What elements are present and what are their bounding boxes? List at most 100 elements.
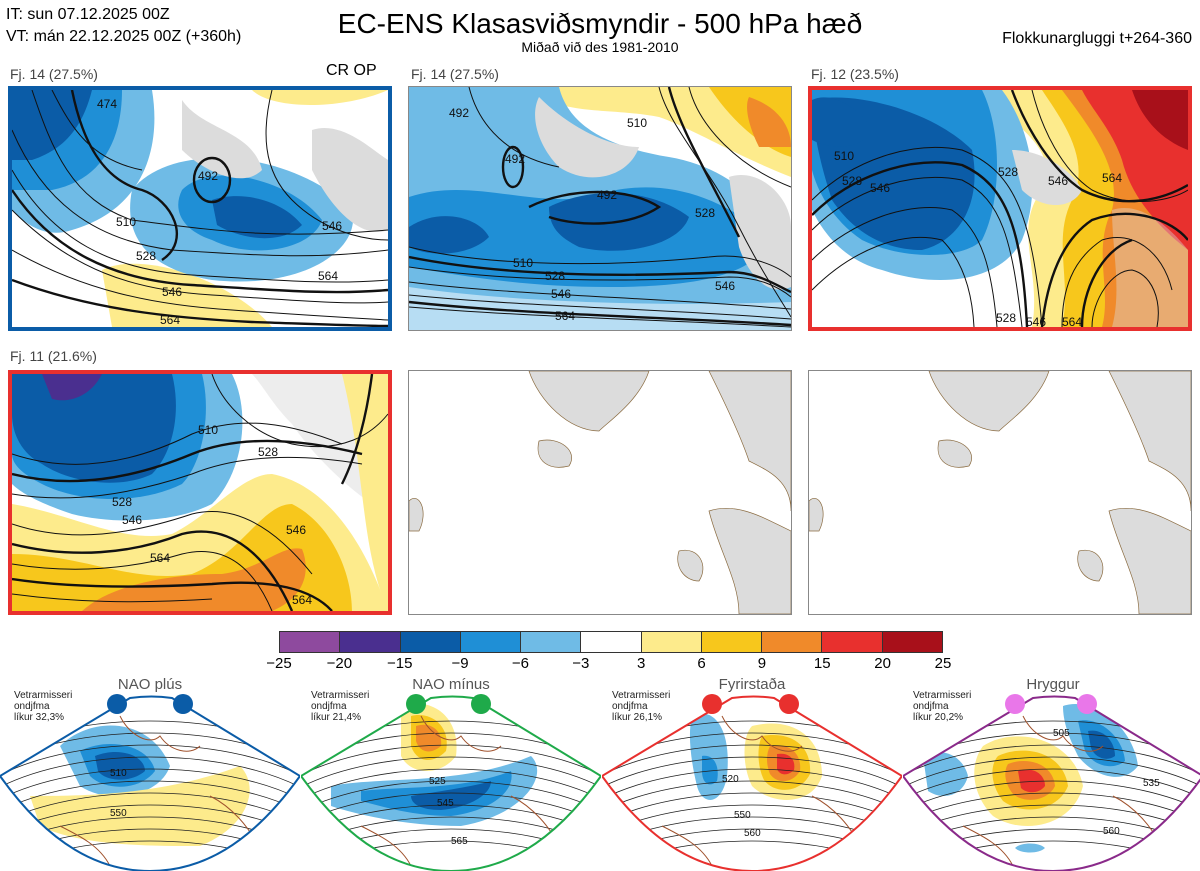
svg-text:546: 546 xyxy=(870,181,890,195)
panel-1-label: Fj. 14 (27.5%) xyxy=(10,66,98,82)
colorbar-swatch xyxy=(822,632,883,652)
regime-note: Vetrarmisseri ondjfma líkur 21,4% xyxy=(311,690,370,723)
regime-title: Fyrirstaða xyxy=(718,676,786,693)
colorbar-tick-label: 20 xyxy=(874,655,891,672)
colorbar-swatch xyxy=(701,632,763,652)
cluster-map-4: 510 528 528 546 564 546 564 xyxy=(8,370,392,615)
svg-text:528: 528 xyxy=(545,269,565,283)
svg-text:510: 510 xyxy=(116,215,136,229)
svg-text:564: 564 xyxy=(555,309,575,323)
regime-contour-label: 535 xyxy=(1143,778,1160,789)
colorbar-tick-label: −15 xyxy=(386,655,413,672)
regime-contour-label: 560 xyxy=(744,828,761,839)
colorbar-tick-label: −25 xyxy=(266,655,292,672)
cluster-map-3: 510 528 546 528 546 564 528 546 564 xyxy=(808,86,1192,331)
cluster-map-1: 474 510 528 546 564 546 564 492 xyxy=(8,86,392,331)
svg-text:528: 528 xyxy=(996,311,1016,325)
colorbar-tick-label: 6 xyxy=(697,655,706,672)
svg-text:564: 564 xyxy=(1062,315,1082,327)
svg-text:546: 546 xyxy=(715,279,735,293)
colorbar-tick-label: 25 xyxy=(934,655,952,672)
panel-1-tag: CR OP xyxy=(326,62,377,79)
regime-marker-dot xyxy=(406,694,426,714)
regime-marker-dot xyxy=(107,694,127,714)
svg-text:564: 564 xyxy=(292,593,312,607)
svg-text:564: 564 xyxy=(160,313,180,327)
colorbar-swatch xyxy=(400,632,461,652)
regime-note: Vetrarmisseri ondjfma líkur 32,3% xyxy=(14,690,73,723)
colorbar-swatch xyxy=(521,632,582,652)
regime-panel-1: 510 550 NAO plús Vetrarmisseri ondjfma líkur … xyxy=(0,676,300,871)
regime-contour-label: 565 xyxy=(451,836,468,847)
cluster-map-2: 492 492 492 510 528 546 564 510 528 546 xyxy=(408,86,792,331)
svg-text:546: 546 xyxy=(162,285,182,299)
empty-map-6 xyxy=(808,370,1192,615)
empty-map-5 xyxy=(408,370,792,615)
svg-text:528: 528 xyxy=(136,249,156,263)
svg-text:546: 546 xyxy=(1026,315,1046,327)
regime-marker-dot xyxy=(471,694,491,714)
svg-text:528: 528 xyxy=(695,206,715,220)
svg-text:510: 510 xyxy=(513,256,533,270)
svg-text:528: 528 xyxy=(842,174,862,188)
classification-window: Flokkunargluggi t+264-360 xyxy=(1002,30,1192,47)
regime-title: NAO mínus xyxy=(412,676,490,693)
regime-contour-label: 525 xyxy=(429,776,446,787)
page-subtitle: Miðað við des 1981-2010 xyxy=(521,39,679,55)
colorbar-tick-label: 9 xyxy=(757,655,767,672)
regime-note: Vetrarmisseri ondjfma líkur 26,1% xyxy=(612,690,671,723)
colorbar-swatch xyxy=(460,632,522,652)
colorbar-swatch xyxy=(762,632,823,652)
colorbar-tick-label: 3 xyxy=(637,655,646,672)
svg-text:546: 546 xyxy=(322,219,342,233)
svg-text:546: 546 xyxy=(286,523,306,537)
colorbar-tick-label: −9 xyxy=(451,655,469,672)
svg-text:546: 546 xyxy=(1048,174,1068,188)
svg-text:528: 528 xyxy=(258,445,278,459)
svg-text:528: 528 xyxy=(998,165,1018,179)
regime-contour-label: 520 xyxy=(722,774,739,785)
svg-text:564: 564 xyxy=(318,269,338,283)
colorbar-tick-label: −20 xyxy=(326,655,353,672)
anomaly-colorbar xyxy=(279,631,943,653)
regime-panel-3: 520 550 560 Fyrirstaða Vetrarmisseri ondjfma l… xyxy=(602,676,902,871)
svg-text:564: 564 xyxy=(1102,171,1122,185)
svg-text:474: 474 xyxy=(97,97,117,111)
panel-3-label: Fj. 12 (23.5%) xyxy=(811,66,899,82)
init-time: IT: sun 07.12.2025 00Z xyxy=(6,6,170,23)
regime-contour-label: 510 xyxy=(110,768,127,779)
svg-text:564: 564 xyxy=(150,551,170,565)
page-title: EC-ENS Klasasviðsmyndir - 500 hPa hæð xyxy=(337,8,863,39)
regime-title: Hryggur xyxy=(1026,676,1080,693)
colorbar-swatch xyxy=(340,632,401,652)
colorbar-tick-label: −3 xyxy=(572,655,590,672)
svg-text:510: 510 xyxy=(198,423,218,437)
regime-contour-label: 545 xyxy=(437,798,454,809)
regime-title: NAO plús xyxy=(117,676,183,693)
regime-marker-dot xyxy=(1077,694,1097,714)
svg-text:546: 546 xyxy=(122,513,142,527)
regime-note: Vetrarmisseri ondjfma líkur 20,2% xyxy=(913,690,972,723)
regime-contour-label: 505 xyxy=(1053,728,1070,739)
colorbar-swatch xyxy=(581,632,642,652)
regime-contour-label: 560 xyxy=(1103,826,1120,837)
svg-text:492: 492 xyxy=(597,188,617,202)
panel-2-label: Fj. 14 (27.5%) xyxy=(411,66,499,82)
colorbar-swatch xyxy=(641,632,702,652)
regime-contour-label: 550 xyxy=(734,810,751,821)
regime-marker-dot xyxy=(173,694,193,714)
valid-time: VT: mán 22.12.2025 00Z (+360h) xyxy=(6,28,242,45)
regime-contour-label: 550 xyxy=(110,808,127,819)
svg-text:546: 546 xyxy=(551,287,571,301)
regime-panel-4: 505 535 560 Hryggur Vetrarmisseri ondjfma líku… xyxy=(903,676,1200,871)
svg-text:510: 510 xyxy=(834,149,854,163)
svg-text:492: 492 xyxy=(198,169,218,183)
colorbar-tick-label: −6 xyxy=(511,655,530,672)
regime-marker-dot xyxy=(779,694,799,714)
panel-4-label: Fj. 11 (21.6%) xyxy=(10,348,97,364)
regime-marker-dot xyxy=(702,694,722,714)
header-left: IT: sun 07.12.2025 00Z VT: mán 22.12.202… xyxy=(6,4,241,48)
svg-text:510: 510 xyxy=(627,116,647,130)
svg-text:528: 528 xyxy=(112,495,132,509)
regime-marker-dot xyxy=(1005,694,1025,714)
